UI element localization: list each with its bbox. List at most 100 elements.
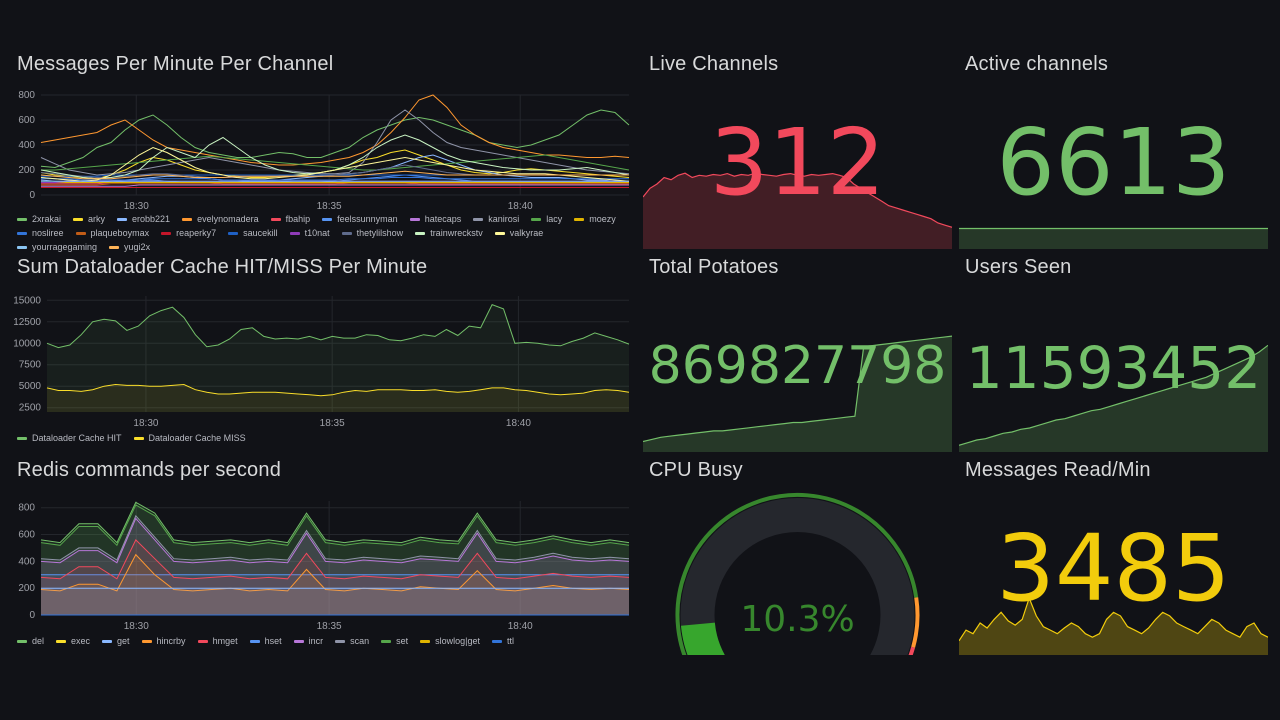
legend-swatch: [473, 217, 484, 221]
gauge-track: [680, 498, 915, 655]
legend-swatch: [109, 245, 120, 249]
live-channels-value: 312: [709, 109, 886, 216]
series-line-plaqueboymax[interactable]: [41, 183, 629, 186]
series-line-set[interactable]: [40, 504, 630, 547]
redis-legend: del exec get hincrby hmget hset incr scan set slo…: [17, 636, 617, 646]
legend-swatch: [249, 639, 260, 643]
live-channels-sparkline: [643, 172, 952, 249]
legend-item-exec[interactable]: exec: [56, 636, 90, 646]
legend-item-erobb221[interactable]: erobb221: [117, 214, 170, 224]
legend-label: reaperky7: [176, 228, 217, 238]
legend-item-ttl[interactable]: ttl: [492, 636, 514, 646]
sparkline-line: [643, 172, 952, 228]
series-line-Dataloader Cache MISS[interactable]: [46, 383, 630, 397]
legend-label: hset: [264, 636, 282, 646]
legend-item-kanirosi[interactable]: kanirosi: [473, 214, 519, 224]
y-tick-label: 15000: [13, 295, 41, 306]
legend-item-hincrby[interactable]: hincrby: [141, 636, 186, 646]
series-line-hmget[interactable]: [40, 539, 630, 580]
legend-item-Dataloader Cache HIT[interactable]: Dataloader Cache HIT: [17, 433, 122, 443]
gauge-value-arc: [680, 622, 725, 655]
legend-item-slowlog|get[interactable]: slowlog|get: [420, 636, 480, 646]
legend-item-yugi2x[interactable]: yugi2x: [109, 242, 150, 252]
legend-item-evelynomadera[interactable]: evelynomadera: [182, 214, 259, 224]
series-area-hset: [41, 574, 629, 615]
legend-item-nosliree[interactable]: nosliree: [17, 228, 64, 238]
legend-item-plaqueboymax[interactable]: plaqueboymax: [75, 228, 149, 238]
series-area-del: [41, 502, 629, 615]
legend-label: thetylilshow: [356, 228, 404, 238]
legend-item-Dataloader Cache MISS[interactable]: Dataloader Cache MISS: [133, 433, 246, 443]
legend-item-saucekill[interactable]: saucekill: [228, 228, 278, 238]
series-line-2xrakai[interactable]: [40, 109, 630, 169]
panel-title: Users Seen: [965, 256, 1072, 278]
y-tick-label: 7500: [19, 360, 42, 371]
legend-label: saucekill: [243, 228, 278, 238]
legend-item-moezy[interactable]: moezy: [574, 214, 616, 224]
legend-swatch: [133, 436, 144, 440]
y-tick-label: 0: [29, 610, 35, 621]
legend-item-del[interactable]: del: [17, 636, 44, 646]
y-tick-label: 200: [18, 165, 35, 176]
series-line-evelynomadera[interactable]: [40, 94, 630, 166]
legend-label: hincrby: [156, 636, 186, 646]
legend-swatch: [492, 639, 503, 643]
legend-item-2xrakai[interactable]: 2xrakai: [17, 214, 61, 224]
legend-swatch: [574, 217, 585, 221]
messages-chart[interactable]: 800 600 400 200 0 18:30 18:35 18:40: [17, 90, 630, 231]
legend-label: t10nat: [304, 228, 330, 238]
panel-title: Redis commands per second: [17, 459, 282, 481]
legend-item-scan[interactable]: scan: [335, 636, 369, 646]
series-line-incr[interactable]: [40, 517, 630, 564]
dataloader-chart[interactable]: 15000 12500 10000 7500 5000 2500 18:30 18:35 18:…: [13, 292, 630, 432]
legend-item-yourragegaming[interactable]: yourragegaming: [17, 242, 97, 252]
panel-title: Messages Per Minute Per Channel: [17, 53, 334, 75]
legend-item-get[interactable]: get: [102, 636, 130, 646]
legend-label: lacy: [546, 214, 563, 224]
series-area-Dataloader Cache MISS: [47, 384, 629, 412]
legend-label: hatecaps: [424, 214, 462, 224]
series-line-Dataloader Cache HIT[interactable]: [46, 303, 630, 349]
series-line-del[interactable]: [40, 501, 630, 544]
legend-label: trainwreckstv: [430, 228, 483, 238]
legend-item-reaperky7[interactable]: reaperky7: [161, 228, 216, 238]
legend-item-valkyrae[interactable]: valkyrae: [494, 228, 544, 238]
legend-item-arky[interactable]: arky: [73, 214, 105, 224]
x-tick-label: 18:40: [506, 418, 531, 429]
series-area-Dataloader Cache HIT: [47, 304, 629, 412]
legend-item-set[interactable]: set: [381, 636, 408, 646]
legend-label: valkyrae: [509, 228, 544, 238]
redis-chart[interactable]: 800 600 400 200 0 18:30 18:35 18:40: [17, 497, 630, 637]
legend-swatch: [322, 217, 333, 221]
series-line-scan[interactable]: [40, 514, 630, 561]
legend-item-hatecaps[interactable]: hatecaps: [409, 214, 462, 224]
y-tick-label: 600: [18, 530, 35, 541]
series-line-yugi2x[interactable]: [40, 170, 629, 180]
legend-item-trainwreckstv[interactable]: trainwreckstv: [415, 228, 483, 238]
legend-swatch: [17, 436, 27, 440]
gauge-threshold-orange: [911, 597, 920, 648]
legend-item-t10nat[interactable]: t10nat: [289, 228, 330, 238]
dataloader-legend: Dataloader Cache HIT Dataloader Cache MIS…: [17, 433, 617, 443]
legend-item-lacy[interactable]: lacy: [531, 214, 562, 224]
sparkline-area: [643, 173, 952, 249]
y-tick-label: 12500: [13, 317, 41, 328]
series-line-hatecaps[interactable]: [41, 184, 629, 187]
series-line-valkyrae[interactable]: [40, 146, 630, 182]
x-tick-label: 18:30: [133, 418, 158, 429]
legend-item-thetylilshow[interactable]: thetylilshow: [341, 228, 404, 238]
cpu-gauge: [675, 492, 920, 655]
series-line-lacy[interactable]: [41, 154, 630, 171]
legend-swatch: [293, 639, 304, 643]
legend-swatch: [289, 231, 300, 235]
y-tick-label: 10000: [13, 338, 41, 349]
dataloader-panel: Sum Dataloader Cache HIT/MISS Per Minute…: [13, 256, 630, 446]
legend-label: Dataloader Cache HIT: [32, 433, 122, 443]
legend-item-hset[interactable]: hset: [249, 636, 282, 646]
legend-item-incr[interactable]: incr: [293, 636, 323, 646]
legend-item-hmget[interactable]: hmget: [197, 636, 238, 646]
legend-item-fbahip[interactable]: fbahip: [270, 214, 310, 224]
legend-item-feelssunnyman[interactable]: feelssunnyman: [322, 214, 398, 224]
series-area-set: [41, 505, 629, 615]
series-line-nosliree[interactable]: [41, 177, 629, 181]
